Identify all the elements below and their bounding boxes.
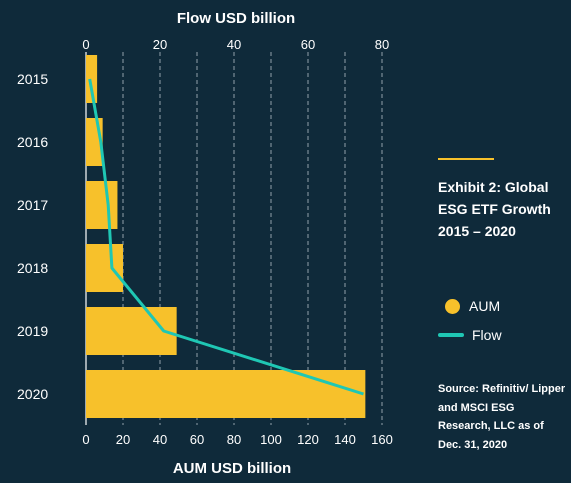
top-axis-ticks: 0 20 40 60 80 xyxy=(82,37,389,52)
year-label-2015: 2015 xyxy=(17,71,48,87)
source-note: Source: Refinitiv/ Lipper and MSCI ESG R… xyxy=(438,383,566,451)
aum-bar-2017 xyxy=(86,181,118,229)
year-label-2016: 2016 xyxy=(17,134,48,150)
aum-bar-2015 xyxy=(86,55,98,103)
top-tick-label: 80 xyxy=(375,37,389,52)
flow-line xyxy=(88,78,364,396)
aum-bar-2018 xyxy=(86,244,123,292)
year-label-2019: 2019 xyxy=(17,323,48,339)
gridlines xyxy=(85,52,383,425)
aum-bar-2020 xyxy=(86,370,366,418)
chart-area: 0 20 40 60 80 0 20 40 60 80 100 120 140 160 2015 2016… xyxy=(17,10,393,477)
bottom-tick-label: 160 xyxy=(371,432,393,447)
bottom-tick-label: 40 xyxy=(153,432,167,447)
legend-item-aum: AUM xyxy=(438,296,502,316)
year-labels: 2015 2016 2017 2018 2019 2020 xyxy=(17,71,48,402)
bottom-tick-label: 0 xyxy=(82,432,89,447)
top-tick-label: 20 xyxy=(153,37,167,52)
exhibit-title: Exhibit 2: Global ESG ETF Growth 2015 – … xyxy=(438,179,551,239)
bottom-axis-title: AUM USD billion xyxy=(173,460,291,477)
top-tick-label: 40 xyxy=(227,37,241,52)
bottom-tick-label: 100 xyxy=(260,432,282,447)
flow-line-group xyxy=(88,78,364,396)
aum-bar-2019 xyxy=(86,307,177,355)
title-accent-line xyxy=(438,158,494,160)
flow-legend-marker xyxy=(438,333,464,337)
legend-label-aum: AUM xyxy=(469,298,501,314)
bottom-tick-label: 80 xyxy=(227,432,241,447)
top-tick-label: 0 xyxy=(82,37,89,52)
year-label-2018: 2018 xyxy=(17,260,48,276)
year-label-2017: 2017 xyxy=(17,197,48,213)
top-axis-title: Flow USD billion xyxy=(177,10,295,27)
bottom-tick-label: 60 xyxy=(190,432,204,447)
bottom-tick-label: 140 xyxy=(334,432,356,447)
bottom-tick-label: 120 xyxy=(297,432,319,447)
legend-label-flow: Flow xyxy=(472,327,502,343)
bottom-tick-label: 20 xyxy=(116,432,130,447)
legend-item-flow: Flow xyxy=(438,325,502,345)
aum-bars xyxy=(86,55,366,418)
year-label-2020: 2020 xyxy=(17,386,48,402)
legend: AUM Flow xyxy=(438,296,502,354)
bottom-axis-ticks: 0 20 40 60 80 100 120 140 160 xyxy=(82,432,392,447)
aum-legend-marker xyxy=(445,298,460,314)
top-tick-label: 60 xyxy=(301,37,315,52)
